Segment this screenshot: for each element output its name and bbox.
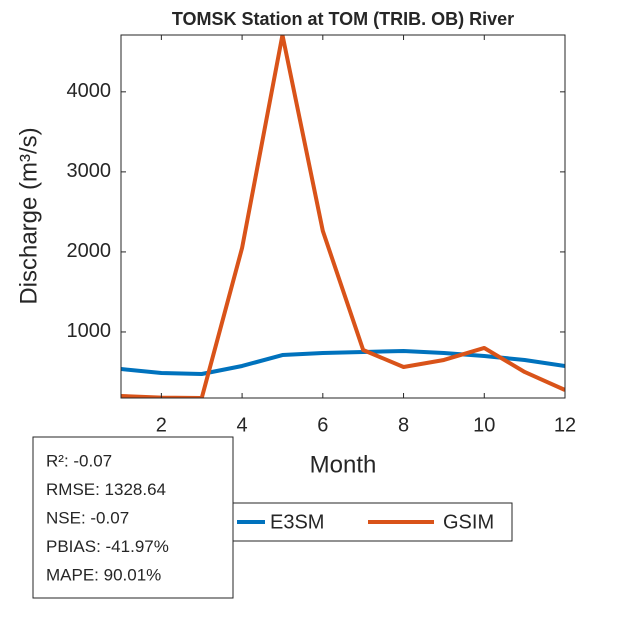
plot-frame <box>120 34 566 399</box>
y-tick-label: 2000 <box>67 240 112 262</box>
y-tick-label: 3000 <box>67 160 112 182</box>
x-tick-label: 12 <box>554 414 576 436</box>
stats-text: NSE: -0.07 <box>46 508 129 527</box>
stats-text: MAPE: 90.01% <box>46 565 161 584</box>
data-line <box>121 349 565 376</box>
x-tick-label: 4 <box>237 414 248 436</box>
x-tick-label: 6 <box>317 414 328 436</box>
x-tick-label: 10 <box>473 414 495 436</box>
x-tick-label: 2 <box>156 414 167 436</box>
y-tick-label: 4000 <box>67 80 112 102</box>
y-axis-label: Discharge (m³/s) <box>15 127 42 304</box>
legend-label: GSIM <box>443 511 494 533</box>
y-tick-label: 1000 <box>67 320 112 342</box>
x-tick-label: 8 <box>398 414 409 436</box>
legend-label: E3SM <box>270 511 324 533</box>
legend-box <box>229 502 513 542</box>
stats-box <box>32 436 234 599</box>
chart-title: TOMSK Station at TOM (TRIB. OB) River <box>172 9 514 29</box>
x-axis-label: Month <box>310 451 377 478</box>
stats-text: R²: -0.07 <box>46 451 112 470</box>
stats-text: PBIAS: -41.97% <box>46 537 169 556</box>
stats-text: RMSE: 1328.64 <box>46 480 166 499</box>
